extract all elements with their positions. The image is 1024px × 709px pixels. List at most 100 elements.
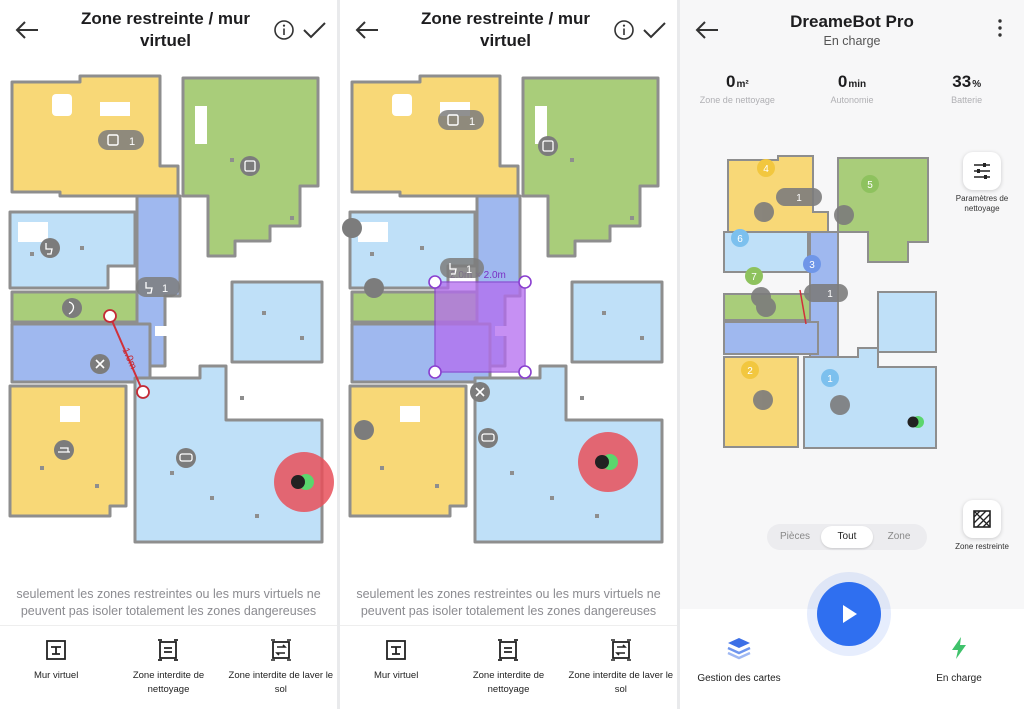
stat-battery: 33% Batterie xyxy=(909,72,1024,105)
back-arrow-icon[interactable] xyxy=(694,18,720,42)
no-go-zone-tool[interactable]: Zone interdite de nettoyage xyxy=(112,626,224,709)
no-go-zone-label: Zone interdite de nettoyage xyxy=(132,670,205,695)
no-go-zone-rect[interactable]: 2.0m × 2.0m xyxy=(428,270,532,379)
toilet-icon[interactable] xyxy=(342,218,362,238)
pill-text: 1 xyxy=(827,289,833,300)
no-mop-zone-icon xyxy=(270,639,291,661)
room-number-6[interactable]: 6 xyxy=(731,229,749,247)
no-mop-zone-label: Zone interdite de laver le sol xyxy=(568,670,674,695)
cleaning-map[interactable]: 1 1 1.0m xyxy=(0,66,337,546)
room-number-text: 3 xyxy=(809,260,815,271)
segment-rooms[interactable]: Pièces xyxy=(779,531,810,542)
room-number-3[interactable]: 3 xyxy=(803,255,821,273)
sofa-icon[interactable] xyxy=(176,448,196,468)
device-status: En charge xyxy=(823,34,881,48)
charging-station[interactable] xyxy=(274,452,334,512)
map-management-button[interactable]: Gestion des cartes xyxy=(684,636,794,684)
delete-zone-icon[interactable] xyxy=(90,354,110,374)
cleaning-map[interactable]: 1 2.0m × 2.0m 1 xyxy=(340,66,677,546)
virtual-wall-tool[interactable]: Mur virtuel xyxy=(340,626,452,709)
virtual-wall-label: Mur virtuel xyxy=(373,670,419,681)
room-number-7[interactable]: 7 xyxy=(745,267,763,285)
no-mop-zone-tool[interactable]: Zone interdite de laver le sol xyxy=(565,626,677,709)
toilet-count: 1 xyxy=(162,283,168,295)
restricted-zone-screen-wall: Zone restreinte / mur virtuel 1 1 1.0m xyxy=(0,0,337,709)
back-arrow-icon[interactable] xyxy=(14,18,40,42)
robot-position[interactable] xyxy=(907,416,925,428)
bathroom-icon[interactable] xyxy=(62,298,82,318)
no-go-zone-label: Zone interdite de nettoyage xyxy=(472,670,545,695)
living-room-icon[interactable] xyxy=(354,420,374,440)
pill-badge-2[interactable]: 1 xyxy=(804,284,848,302)
segment-all[interactable]: Tout xyxy=(821,526,873,548)
confirm-check-icon[interactable] xyxy=(641,18,667,42)
no-go-zone-icon xyxy=(158,639,179,661)
kitchen-room-badge[interactable]: 1 xyxy=(98,130,144,150)
info-icon[interactable] xyxy=(613,19,635,41)
tool-bar: Mur virtuel Zone interdite de nettoyage … xyxy=(340,625,677,709)
back-arrow-icon[interactable] xyxy=(354,18,380,42)
charging-status-button[interactable]: En charge xyxy=(904,636,1014,684)
cleaning-settings-button[interactable]: Paramètres de nettoyage xyxy=(952,152,1012,214)
virtual-wall-tool[interactable]: Mur virtuel xyxy=(0,626,112,709)
no-go-zone-icon xyxy=(498,639,519,661)
restricted-zone-screen-area: Zone restreinte / mur virtuel 1 2.0m × 2… xyxy=(340,0,677,709)
header: Zone restreinte / mur virtuel xyxy=(340,0,677,62)
virtual-wall-icon xyxy=(386,640,407,660)
room-number-4[interactable]: 4 xyxy=(757,159,775,177)
stat-value: 33 xyxy=(952,72,972,91)
room-number-text: 4 xyxy=(763,164,769,175)
room-number-text: 6 xyxy=(737,234,743,245)
stat-unit: m² xyxy=(736,79,749,90)
toilet-icon[interactable] xyxy=(40,238,60,258)
restricted-zone-button[interactable]: Zone restreinte xyxy=(952,500,1012,552)
charging-station[interactable] xyxy=(578,432,638,492)
toilet-room-badge[interactable]: 1 xyxy=(440,258,484,278)
header: Zone restreinte / mur virtuel xyxy=(0,0,337,62)
sliders-icon xyxy=(974,163,990,179)
layers-icon xyxy=(727,638,751,660)
charging-status-label: En charge xyxy=(936,673,982,684)
virtual-wall-line xyxy=(799,289,807,325)
bedroom-icon[interactable] xyxy=(538,136,558,156)
more-menu-icon[interactable] xyxy=(996,18,1004,38)
device-home-screen: DreameBot Pro En charge 0m² Zone de nett… xyxy=(680,0,1024,709)
stat-value: 0 xyxy=(725,72,736,91)
stat-area: 0m² Zone de nettoyage xyxy=(680,72,795,105)
toilet-count: 1 xyxy=(466,264,472,276)
cleaning-settings-label: Paramètres de nettoyage xyxy=(955,194,1009,213)
stat-label: Zone de nettoyage xyxy=(699,95,775,105)
segment-zone[interactable]: Zone xyxy=(887,531,911,542)
pill-text: 1 xyxy=(796,193,802,204)
pill-badge-1[interactable]: 1 xyxy=(776,188,822,206)
confirm-check-icon[interactable] xyxy=(301,18,327,42)
stats-row: 0m² Zone de nettoyage 0min Autonomie 33%… xyxy=(680,72,1024,105)
play-icon xyxy=(843,605,857,623)
map-management-label: Gestion des cartes xyxy=(697,673,781,684)
bedroom-icon[interactable] xyxy=(240,156,260,176)
kitchen-room-badge[interactable]: 1 xyxy=(438,110,484,130)
room-number-text: 5 xyxy=(867,180,873,191)
page-title: Zone restreinte / mur virtuel xyxy=(80,9,251,50)
living-room-icon[interactable] xyxy=(54,440,74,460)
room-number-2[interactable]: 2 xyxy=(741,361,759,379)
hint-text: seulement les zones restreintes ou les m… xyxy=(356,587,661,618)
room-number-1[interactable]: 1 xyxy=(821,369,839,387)
room-number-5[interactable]: 5 xyxy=(861,175,879,193)
sofa-icon[interactable] xyxy=(478,428,498,448)
bathroom-icon[interactable] xyxy=(364,278,384,298)
home-map[interactable]: 1 1 4 5 6 3 7 2 1 xyxy=(718,152,938,452)
no-go-zone-tool[interactable]: Zone interdite de nettoyage xyxy=(452,626,564,709)
start-cleaning-button[interactable] xyxy=(817,582,881,646)
no-mop-zone-icon xyxy=(610,639,631,661)
info-icon[interactable] xyxy=(273,19,295,41)
delete-zone-icon[interactable] xyxy=(470,382,490,402)
no-mop-zone-label: Zone interdite de laver le sol xyxy=(228,670,334,695)
kitchen-count: 1 xyxy=(129,136,135,148)
restricted-zone-icon xyxy=(973,510,991,528)
toilet-room-badge[interactable]: 1 xyxy=(136,277,180,297)
stat-unit: % xyxy=(972,79,982,90)
no-mop-zone-tool[interactable]: Zone interdite de laver le sol xyxy=(225,626,337,709)
room-number-text: 2 xyxy=(747,366,753,377)
virtual-wall-icon xyxy=(46,640,67,660)
